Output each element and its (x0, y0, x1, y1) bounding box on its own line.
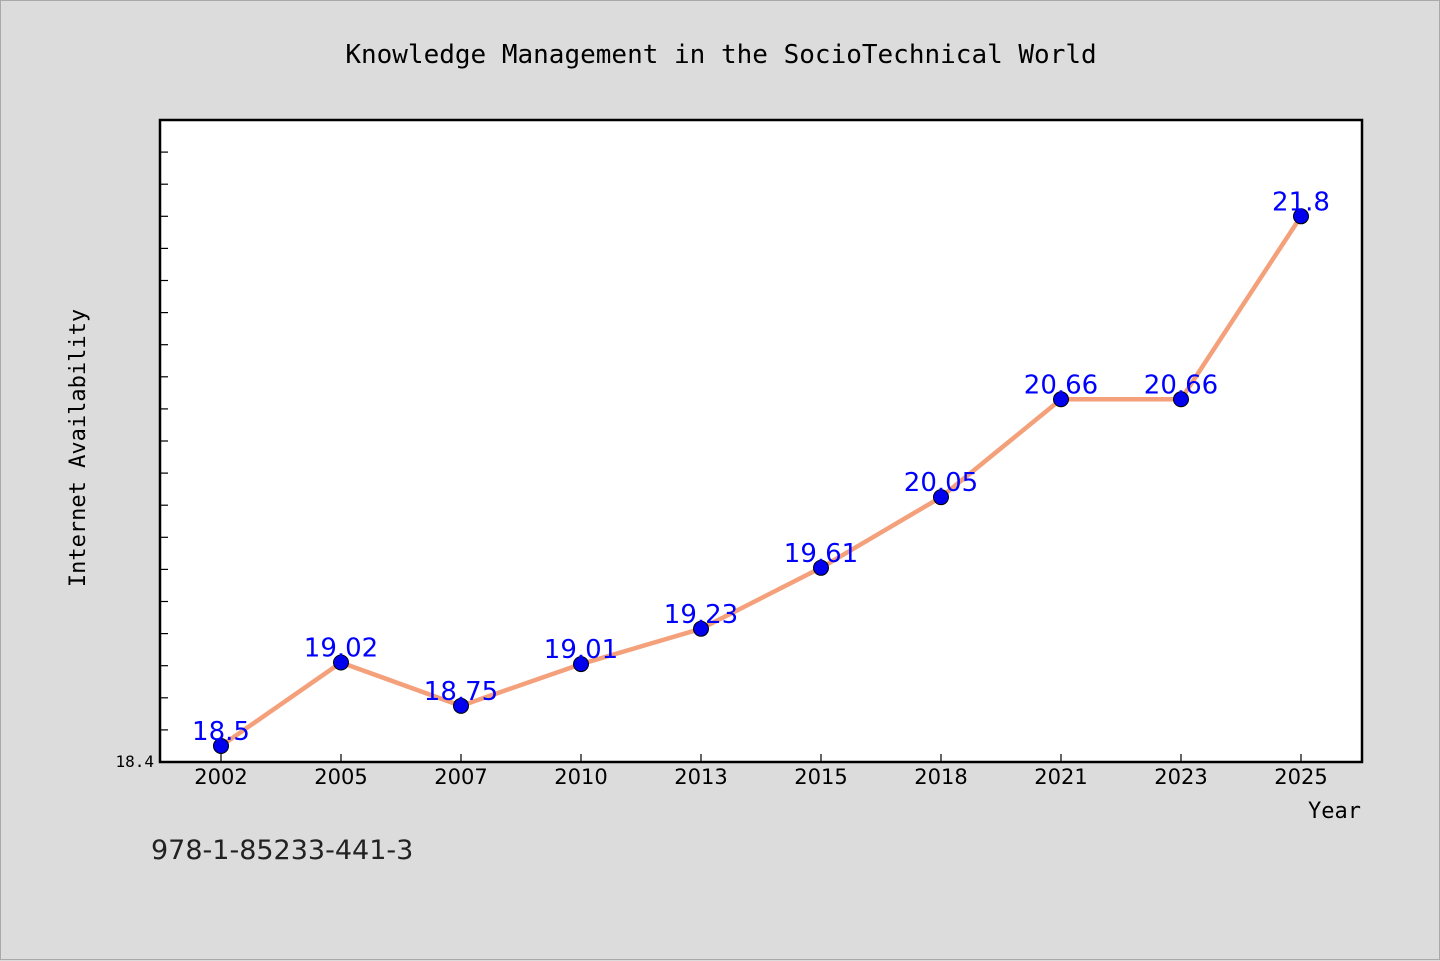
data-label: 19.02 (304, 633, 378, 663)
x-axis-tick-label: 2010 (554, 765, 607, 789)
data-point (453, 697, 469, 714)
data-point (813, 559, 829, 576)
y-axis-title: Internet Availability (66, 309, 91, 587)
data-label: 18.5 (192, 717, 250, 747)
data-point (573, 656, 589, 673)
data-label: 19.61 (784, 539, 858, 569)
x-axis-tick-label: 2025 (1274, 765, 1327, 789)
data-point (1293, 208, 1309, 225)
x-axis-tick-label: 2021 (1034, 765, 1087, 789)
data-point (213, 737, 229, 754)
y-axis-ticks (160, 151, 168, 731)
x-axis-tick-label: 2023 (1154, 765, 1207, 789)
data-label: 20.66 (1024, 370, 1098, 400)
y-axis-tick-labels: 18.4 (115, 752, 154, 771)
data-label: 21.8 (1272, 187, 1330, 217)
x-axis-tick-labels: 2002 2005 2007 2010 2013 2015 2018 2021 2023 2025 (194, 765, 1327, 789)
x-axis-tick-label: 2013 (674, 765, 727, 789)
data-label: 20.05 (904, 468, 978, 498)
series-line (218, 214, 1304, 749)
data-point (1173, 391, 1189, 408)
x-axis-ticks (220, 754, 1302, 762)
x-axis-tick-label: 2005 (314, 765, 367, 789)
data-point (933, 489, 949, 506)
x-axis-tick-label: 2002 (194, 765, 247, 789)
y-axis-tick-label: 18.4 (115, 752, 154, 771)
data-point (333, 654, 349, 671)
data-label: 20.66 (1144, 370, 1218, 400)
data-label: 19.01 (544, 635, 618, 665)
isbn-text: 978-1-85233-441-3 (151, 835, 414, 866)
data-point (693, 620, 709, 637)
x-axis-tick-label: 2015 (794, 765, 847, 789)
data-label: 19.23 (664, 600, 738, 630)
chart-title: Knowledge Management in the SocioTechnic… (345, 40, 1096, 70)
data-labels: 18.5 19.02 18.75 19.01 19.23 19.61 20.05 20.66 2… (192, 187, 1330, 747)
plot-area (158, 118, 1364, 764)
data-label: 18.75 (424, 677, 498, 707)
x-axis-tick-label: 2018 (914, 765, 967, 789)
data-point (1053, 391, 1069, 408)
data-markers (213, 208, 1309, 754)
x-axis-tick-label: 2007 (434, 765, 487, 789)
x-axis-title: Year (1308, 799, 1361, 824)
